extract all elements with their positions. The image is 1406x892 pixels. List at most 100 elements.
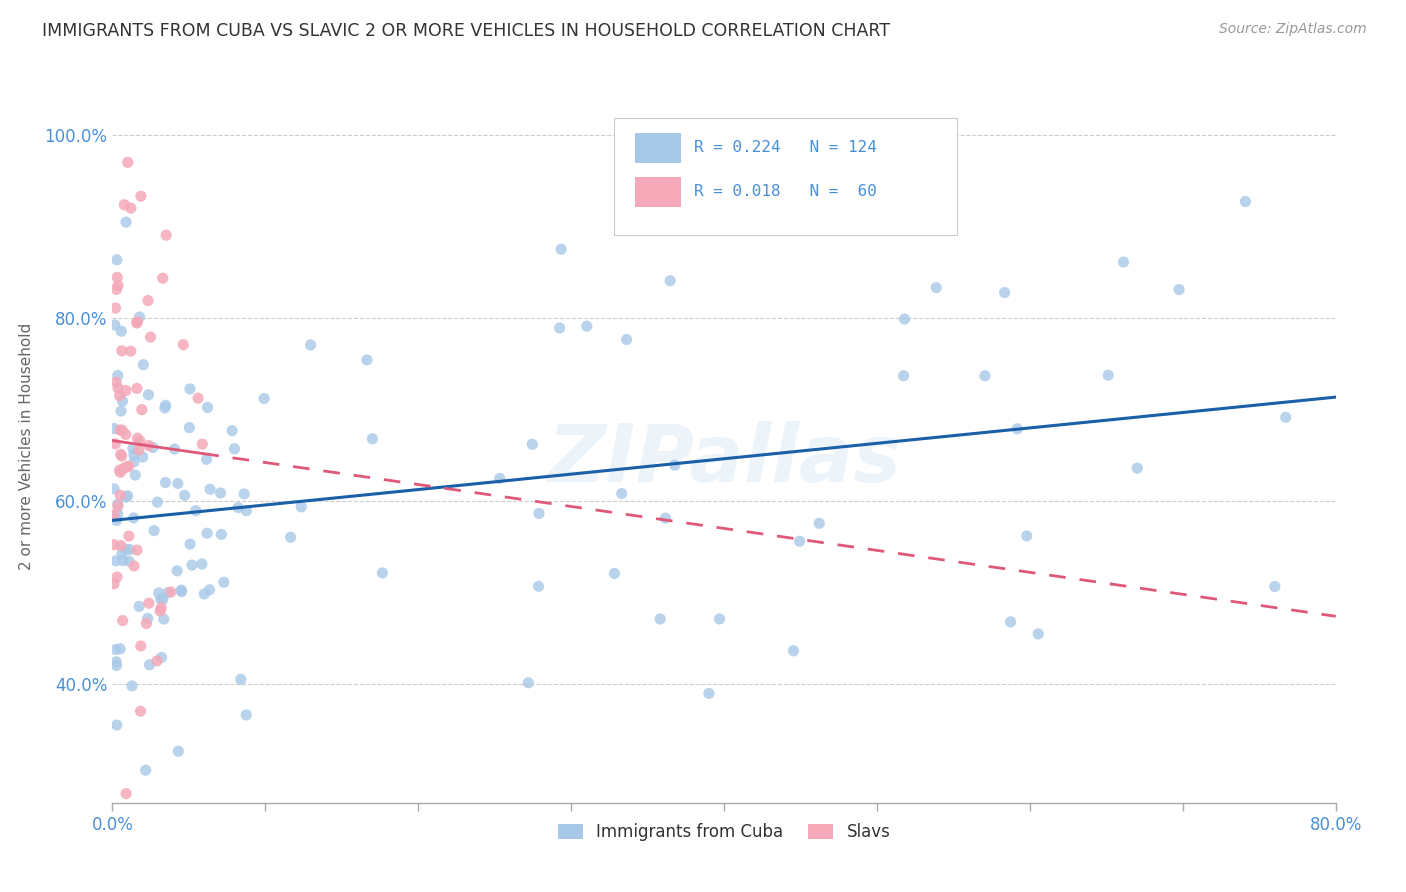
Point	[117, 155, 139, 169]
Point	[125, 381, 148, 395]
Point	[974, 368, 997, 383]
Point	[235, 504, 257, 518]
Point	[181, 558, 204, 573]
Point	[128, 442, 150, 457]
Point	[107, 499, 129, 513]
Point	[488, 471, 510, 485]
Point	[112, 461, 135, 475]
Bar	[634, 177, 682, 207]
Point	[105, 513, 128, 527]
Point	[209, 486, 232, 500]
Point	[103, 482, 125, 496]
Point	[105, 375, 128, 389]
Point	[143, 524, 166, 538]
Point	[155, 228, 177, 243]
Point	[155, 398, 177, 412]
Point	[166, 564, 188, 578]
Point	[110, 447, 132, 461]
Point	[808, 516, 831, 531]
Point	[575, 319, 598, 334]
Point	[112, 553, 135, 567]
Point	[659, 274, 682, 288]
Point	[191, 437, 214, 451]
Point	[115, 215, 138, 229]
Point	[111, 343, 134, 358]
Point	[550, 242, 572, 256]
Point	[122, 455, 145, 469]
Point	[163, 442, 186, 456]
Point	[152, 271, 174, 285]
Point	[105, 658, 128, 673]
Point	[111, 394, 134, 409]
Point	[149, 604, 172, 618]
Point	[160, 585, 183, 599]
Point	[173, 488, 195, 502]
Point	[107, 497, 129, 511]
Point	[212, 575, 235, 590]
Point	[253, 392, 276, 406]
Point	[925, 280, 948, 294]
Point	[111, 614, 134, 628]
Point	[150, 601, 173, 615]
Point	[104, 318, 127, 332]
Point	[110, 488, 132, 502]
Point	[112, 198, 135, 212]
Point	[527, 579, 550, 593]
Point	[893, 368, 915, 383]
Point	[115, 384, 138, 398]
Point	[233, 487, 256, 501]
Point	[127, 315, 149, 329]
Point	[138, 439, 160, 453]
Point	[517, 675, 540, 690]
Point	[548, 321, 571, 335]
Point	[280, 530, 302, 544]
Point	[155, 475, 177, 490]
Point	[105, 282, 128, 296]
Point	[616, 333, 638, 347]
Point	[1112, 255, 1135, 269]
Point	[125, 543, 148, 558]
Point	[226, 500, 249, 515]
Point	[179, 382, 201, 396]
Point	[361, 432, 384, 446]
Point	[108, 463, 131, 477]
Point	[135, 763, 157, 777]
Point	[110, 539, 132, 553]
Point	[527, 507, 550, 521]
Point	[121, 442, 143, 456]
Point	[118, 529, 141, 543]
Y-axis label: 2 or more Vehicles in Household: 2 or more Vehicles in Household	[18, 322, 34, 570]
Point	[110, 324, 132, 338]
Point	[120, 201, 142, 215]
Point	[149, 592, 172, 607]
Point	[142, 441, 165, 455]
Point	[371, 566, 394, 580]
Point	[1168, 283, 1191, 297]
Text: Source: ZipAtlas.com: Source: ZipAtlas.com	[1219, 22, 1367, 37]
Point	[152, 592, 174, 607]
Point	[136, 293, 159, 308]
Point	[299, 338, 322, 352]
Point	[235, 707, 257, 722]
Point	[118, 554, 141, 568]
Point	[603, 566, 626, 581]
Point	[108, 423, 131, 437]
Point	[121, 679, 143, 693]
Point	[117, 489, 139, 503]
Point	[108, 389, 131, 403]
Point	[105, 252, 128, 267]
Point	[197, 401, 219, 415]
Point	[107, 368, 129, 383]
Point	[138, 596, 160, 610]
Point	[153, 612, 176, 626]
Point	[105, 655, 128, 669]
Point	[103, 577, 125, 591]
Point	[117, 459, 139, 474]
Point	[105, 570, 128, 584]
Point	[179, 537, 201, 551]
Point	[172, 337, 194, 351]
Point	[221, 424, 243, 438]
Point	[135, 616, 157, 631]
Point	[610, 486, 633, 500]
Point	[1234, 194, 1257, 209]
